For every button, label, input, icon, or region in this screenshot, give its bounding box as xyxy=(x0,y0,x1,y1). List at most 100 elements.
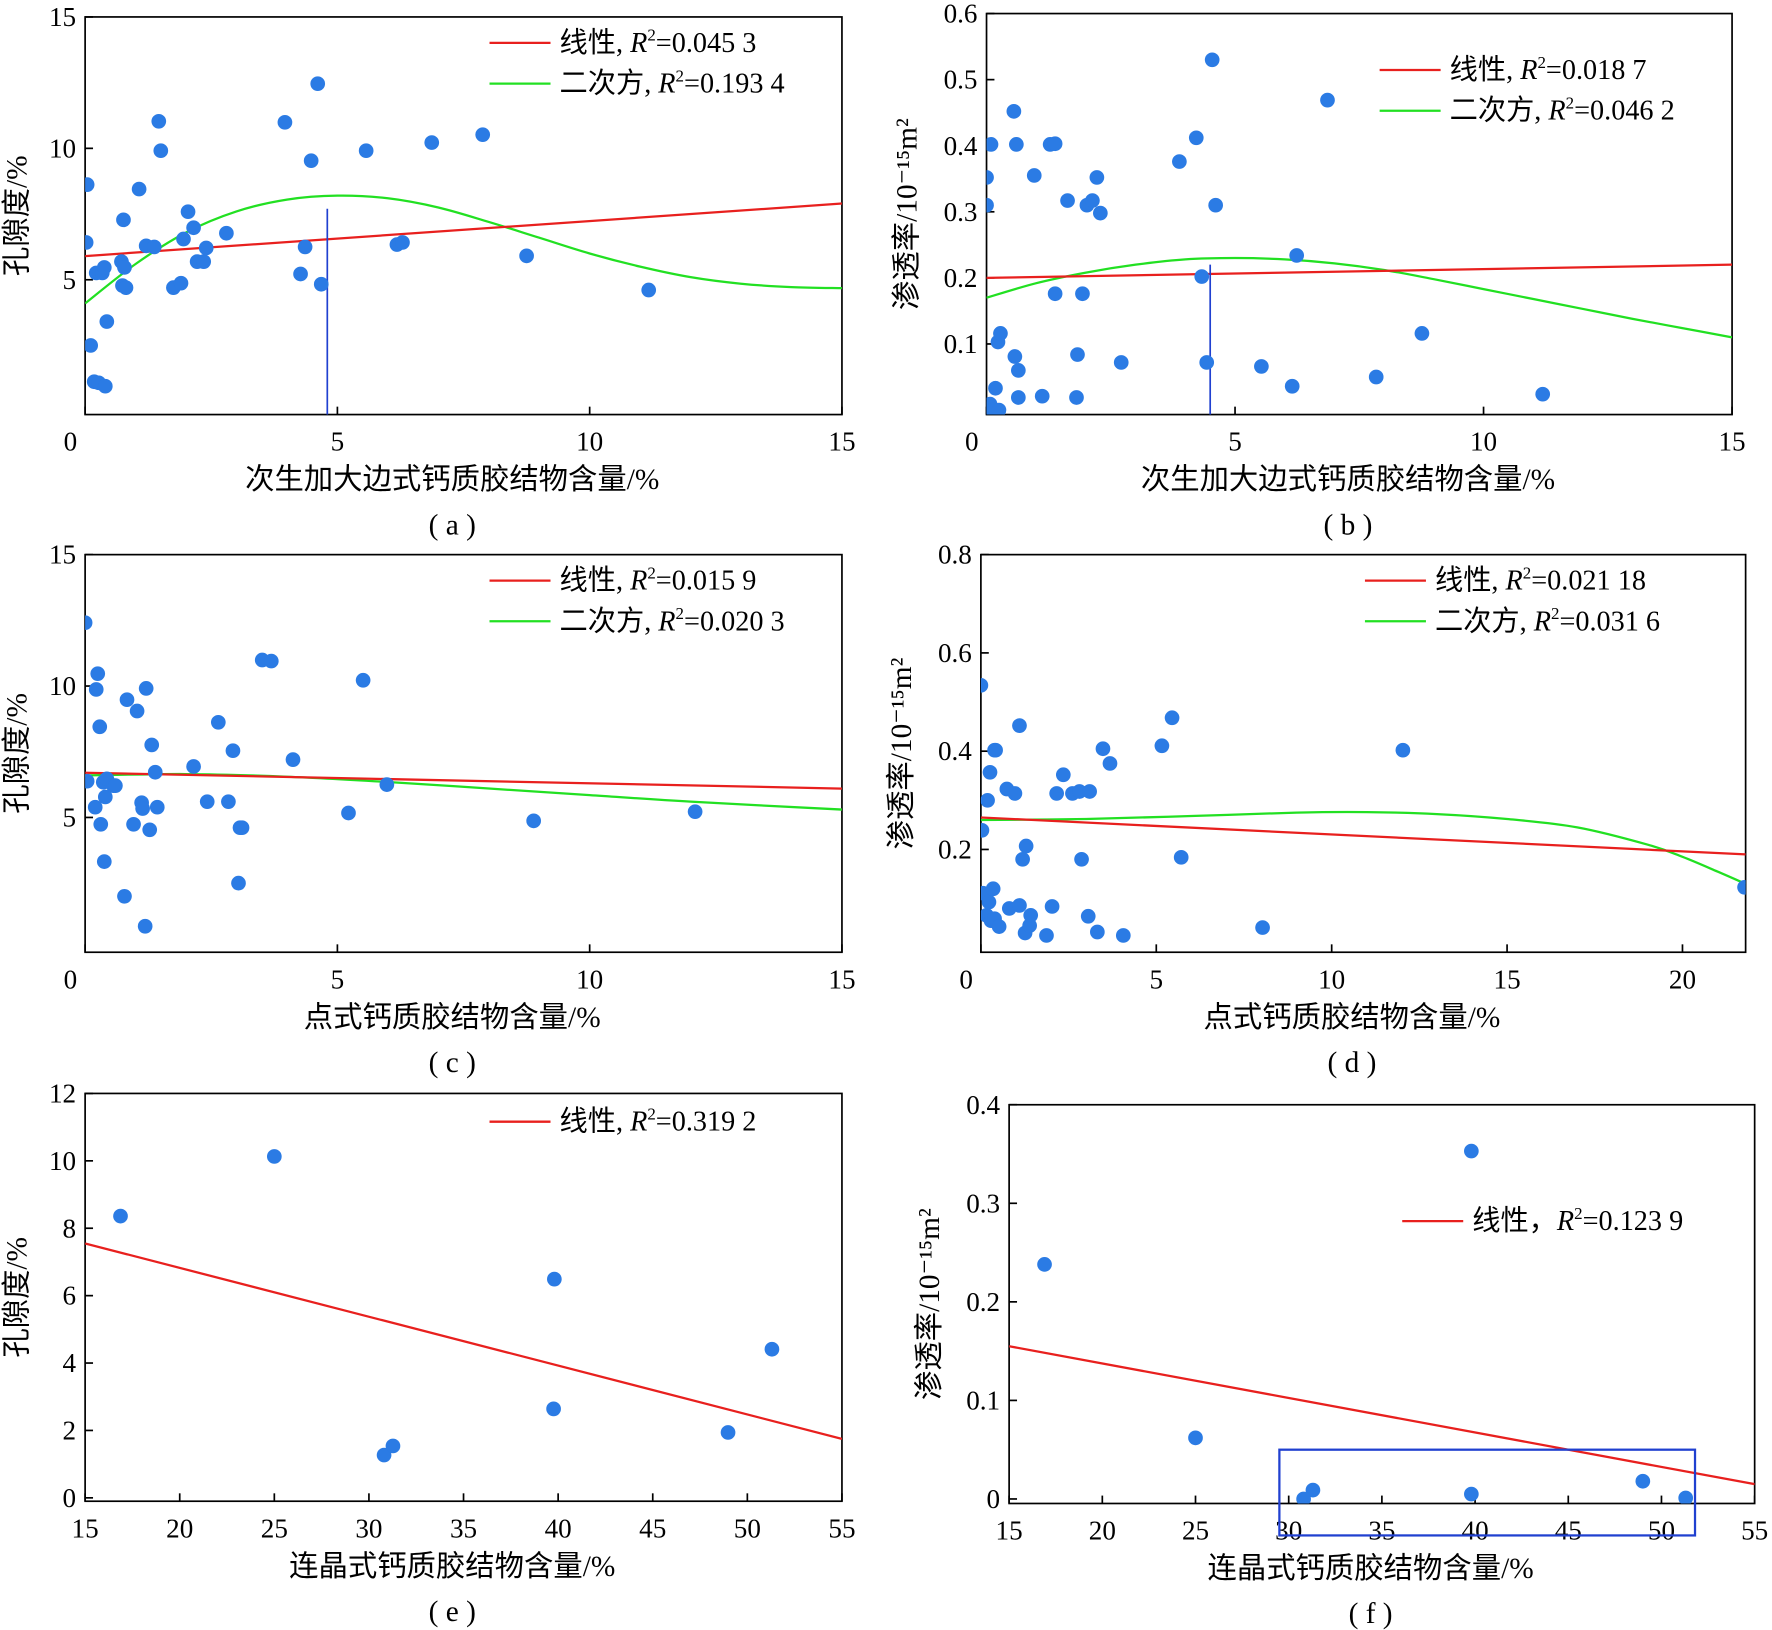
legend-r2-value: =0.020 3 xyxy=(684,606,785,637)
data-point xyxy=(196,254,212,269)
y-tick-label: 5 xyxy=(63,802,77,832)
data-point xyxy=(764,1341,780,1357)
x-tick-label: 40 xyxy=(545,1513,572,1543)
data-point xyxy=(1037,1257,1052,1272)
y-tick-label: 0.4 xyxy=(944,131,978,161)
legend-label: 线性, xyxy=(560,27,631,59)
quadratic-fit-line xyxy=(85,194,842,305)
data-point xyxy=(986,137,999,152)
data-point xyxy=(1089,170,1105,185)
legend-r-symbol: R xyxy=(1519,55,1537,86)
y-axis-label: 孔隙度/% xyxy=(0,155,33,276)
data-point xyxy=(113,1208,128,1224)
legend-entry-linear: 线性, R2=0.015 9 xyxy=(560,563,757,596)
data-point xyxy=(1047,286,1063,302)
quadratic-fit-line xyxy=(986,256,1733,339)
data-point xyxy=(186,759,201,774)
data-point xyxy=(199,794,215,810)
x-tick-label: 10 xyxy=(576,964,603,994)
legend-r2-value: =0.015 9 xyxy=(656,566,757,597)
data-point xyxy=(986,170,994,185)
data-point xyxy=(1009,137,1024,152)
data-point xyxy=(126,816,141,832)
legend-entry-linear: 线性, R2=0.045 3 xyxy=(560,26,757,59)
y-tick-label: 0.1 xyxy=(944,329,978,359)
legend-entry-quadratic: 二次方, R2=0.193 4 xyxy=(560,66,785,99)
data-point xyxy=(96,260,112,275)
x-tick-label: 0 xyxy=(965,427,979,457)
data-point xyxy=(210,714,226,730)
data-point xyxy=(1006,104,1022,119)
data-point xyxy=(144,737,160,753)
legend-r-symbol: R xyxy=(629,566,647,597)
data-point xyxy=(1044,899,1060,914)
quadratic-fit-line xyxy=(980,810,1746,885)
x-axis-label: 连晶式钙质胶结物含量/% xyxy=(1207,1552,1533,1585)
data-point xyxy=(1115,928,1131,943)
data-point xyxy=(266,1149,282,1164)
panel-label: ( c ) xyxy=(429,1047,476,1079)
y-tick-label: 0 xyxy=(987,1484,1001,1514)
x-tick-label: 55 xyxy=(1741,1516,1768,1546)
y-tick-label: 0.8 xyxy=(938,540,972,570)
data-point xyxy=(547,1271,562,1287)
data-point xyxy=(303,153,319,169)
legend-r2-value: =0.319 2 xyxy=(656,1107,757,1138)
data-point xyxy=(993,326,1008,341)
y-axis-label: 孔隙度/% xyxy=(0,693,33,814)
data-point xyxy=(1737,879,1746,895)
data-point xyxy=(118,280,134,295)
plot-frame xyxy=(980,553,1747,954)
data-point xyxy=(1055,767,1071,783)
legend-r2-value: =0.193 4 xyxy=(684,69,785,100)
linear-fit-line xyxy=(986,263,1733,280)
y-tick-label: 4 xyxy=(63,1348,77,1378)
data-point xyxy=(198,240,214,256)
x-axis-label: 次生加大边式钙质胶结物含量/% xyxy=(1141,463,1555,496)
data-point xyxy=(277,114,293,130)
data-point xyxy=(85,338,99,353)
y-tick-label: 0.4 xyxy=(938,736,972,766)
data-point xyxy=(358,143,374,159)
data-point xyxy=(1172,154,1187,169)
y-axis-label: 渗透率/10⁻¹⁵m² xyxy=(913,1208,946,1400)
y-tick-label: 12 xyxy=(49,1078,76,1108)
data-point xyxy=(1188,1430,1203,1446)
legend-superscript: 2 xyxy=(647,26,655,45)
x-tick-label: 45 xyxy=(1555,1516,1582,1546)
linear-fit-line xyxy=(85,1242,842,1440)
data-point xyxy=(88,682,104,697)
x-tick-label: 10 xyxy=(1318,964,1345,994)
data-point xyxy=(96,854,112,869)
legend-r2-value: =0.021 18 xyxy=(1531,566,1646,597)
data-point xyxy=(1464,1143,1479,1159)
y-tick-label: 0.2 xyxy=(938,834,972,864)
data-point xyxy=(219,225,234,241)
data-point xyxy=(1018,838,1034,854)
data-point xyxy=(1075,286,1090,302)
y-tick-label: 0.2 xyxy=(966,1287,1000,1317)
data-point xyxy=(263,653,279,669)
legend-r-symbol: R xyxy=(1533,606,1551,637)
data-point xyxy=(720,1425,736,1440)
data-point xyxy=(355,672,371,688)
data-point xyxy=(186,220,201,236)
legend-r2-value: =0.046 2 xyxy=(1574,96,1675,127)
x-tick-label: 10 xyxy=(576,427,603,457)
legend-r-symbol: R xyxy=(657,69,675,100)
legend-entry-linear: 线性，R2=0.123 9 xyxy=(1472,1204,1683,1237)
panel-label: ( e ) xyxy=(429,1596,476,1628)
data-point xyxy=(1082,784,1097,799)
data-point xyxy=(1026,168,1042,183)
data-point xyxy=(546,1401,561,1417)
x-tick-label: 20 xyxy=(1669,964,1696,994)
data-point xyxy=(1007,349,1023,364)
x-tick-label: 0 xyxy=(64,427,78,457)
chart-panel-e: 15 20 25 30 35 40 45 50 55 0 2 4 6 8 10 12 连晶式钙质胶结物含量/% (… xyxy=(0,1078,855,1627)
y-tick-label: 8 xyxy=(63,1213,77,1243)
legend-entry-linear: 线性, R2=0.319 2 xyxy=(560,1104,757,1137)
y-tick-label: 0.3 xyxy=(966,1188,1000,1218)
data-point xyxy=(221,794,236,810)
panel-label: ( f ) xyxy=(1349,1598,1393,1630)
data-point xyxy=(1085,193,1100,208)
